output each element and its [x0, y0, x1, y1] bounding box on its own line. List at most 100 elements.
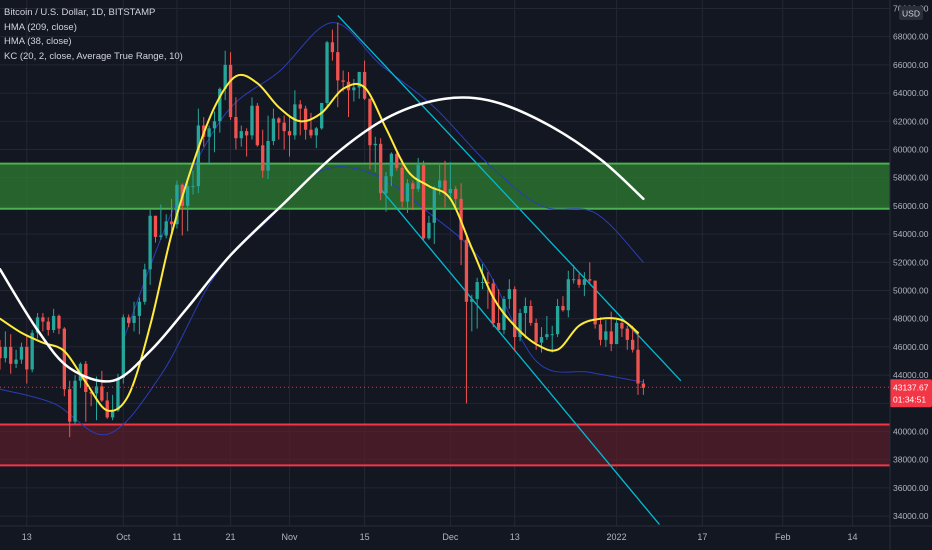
- candle-body: [218, 88, 222, 122]
- candle-body: [68, 389, 72, 422]
- price-tick-label: 54000.00: [893, 229, 929, 239]
- candle-body: [620, 322, 624, 329]
- candle-body: [277, 118, 281, 123]
- candle-body: [341, 80, 345, 82]
- candle-body: [421, 164, 426, 239]
- candle-body: [475, 282, 479, 299]
- candle-body: [14, 359, 18, 364]
- candle-body: [261, 145, 265, 171]
- candle-body: [368, 98, 372, 146]
- candle-body: [357, 71, 361, 88]
- support-zone: [0, 424, 890, 466]
- candle-body: [427, 222, 431, 239]
- candle-body: [593, 280, 597, 325]
- candle-body: [491, 283, 495, 323]
- current-price-value: 43137.67: [893, 382, 929, 392]
- candle-body: [110, 410, 115, 418]
- current-price-tag: [890, 379, 932, 408]
- time-tick-label: 13: [22, 532, 32, 542]
- time-tick-label: 11: [172, 532, 181, 542]
- hma-209-line: [0, 96, 645, 383]
- candle-body: [539, 337, 544, 343]
- candle-body: [196, 125, 201, 187]
- time-tick-label: Feb: [775, 532, 791, 542]
- candle-body: [641, 383, 646, 388]
- candle-body: [534, 322, 538, 343]
- candle-body: [239, 131, 243, 139]
- candle-body: [529, 306, 533, 323]
- candle-body: [164, 221, 168, 236]
- price-tick-label: 38000.00: [893, 455, 929, 465]
- candle-body: [411, 183, 415, 189]
- price-tick-label: 56000.00: [893, 201, 929, 211]
- indicator-hma-38[interactable]: HMA (38, close): [4, 36, 72, 47]
- candle-body: [62, 328, 66, 390]
- candle-body: [545, 334, 549, 338]
- candle-body: [30, 332, 34, 370]
- candle-body: [400, 167, 404, 202]
- price-tick-label: 34000.00: [893, 511, 929, 521]
- channel-lower-line: [380, 188, 660, 526]
- time-tick-label: 13: [510, 532, 520, 542]
- candle-body: [395, 153, 399, 168]
- candle-body: [320, 102, 324, 129]
- price-tick-label: 48000.00: [893, 314, 929, 324]
- candle-body: [169, 221, 174, 225]
- candle-body: [416, 164, 420, 189]
- candle-body: [0, 346, 2, 359]
- price-tick-label: 46000.00: [893, 342, 929, 352]
- candle-body: [191, 186, 195, 188]
- currency-badge: [899, 6, 923, 20]
- price-tick-label: 36000.00: [893, 483, 929, 493]
- price-axis-background: [890, 0, 932, 550]
- time-tick-label: 21: [226, 532, 236, 542]
- candle-body: [405, 183, 410, 202]
- candle-body: [561, 306, 565, 311]
- candle-body: [207, 128, 211, 137]
- candle-body: [614, 322, 619, 345]
- candle-countdown: 01:34:51: [893, 394, 926, 404]
- indicator-hma-209[interactable]: HMA (209, close): [4, 21, 77, 33]
- candle-body: [582, 279, 587, 285]
- candle-body: [121, 317, 125, 378]
- price-tick-label: 68000.00: [893, 32, 929, 42]
- candle-body: [523, 306, 528, 314]
- candle-body: [432, 187, 436, 223]
- candle-body: [352, 87, 356, 91]
- indicator-keltner[interactable]: KC (20, 2, close, Average True Range, 10…: [4, 50, 183, 62]
- candle-body: [153, 215, 158, 237]
- candle-body: [454, 188, 458, 199]
- candle-body: [513, 289, 517, 338]
- candle-body: [464, 239, 469, 302]
- candle-body: [35, 317, 40, 333]
- candle-body: [244, 131, 249, 136]
- candle-body: [518, 313, 522, 338]
- candle-body: [336, 52, 340, 81]
- candle-body: [373, 143, 377, 146]
- price-tick-label: 44000.00: [893, 370, 929, 380]
- price-tick-label: 40000.00: [893, 427, 929, 437]
- chart-legend: Bitcoin / U.S. Dollar, 1D, BITSTAMP HMA …: [4, 6, 183, 64]
- symbol-title[interactable]: Bitcoin / U.S. Dollar, 1D, BITSTAMP: [4, 7, 156, 18]
- candle-body: [496, 322, 501, 330]
- candle-body: [507, 289, 511, 299]
- candle-body: [255, 105, 260, 146]
- candle-body: [298, 104, 302, 109]
- candle-body: [609, 331, 613, 345]
- candle-body: [159, 235, 163, 237]
- candle-body: [362, 71, 367, 99]
- candle-body: [25, 346, 29, 370]
- candle-body: [389, 153, 394, 177]
- candle-body: [228, 64, 233, 118]
- candle-body: [100, 386, 104, 401]
- candle-body: [175, 184, 179, 225]
- candle-body: [132, 315, 136, 323]
- price-tick-label: 58000.00: [893, 173, 929, 183]
- candle-body: [325, 42, 329, 103]
- candle-body: [9, 346, 13, 364]
- time-tick-label: Dec: [442, 532, 459, 542]
- candle-body: [185, 186, 190, 206]
- candle-body: [577, 279, 581, 285]
